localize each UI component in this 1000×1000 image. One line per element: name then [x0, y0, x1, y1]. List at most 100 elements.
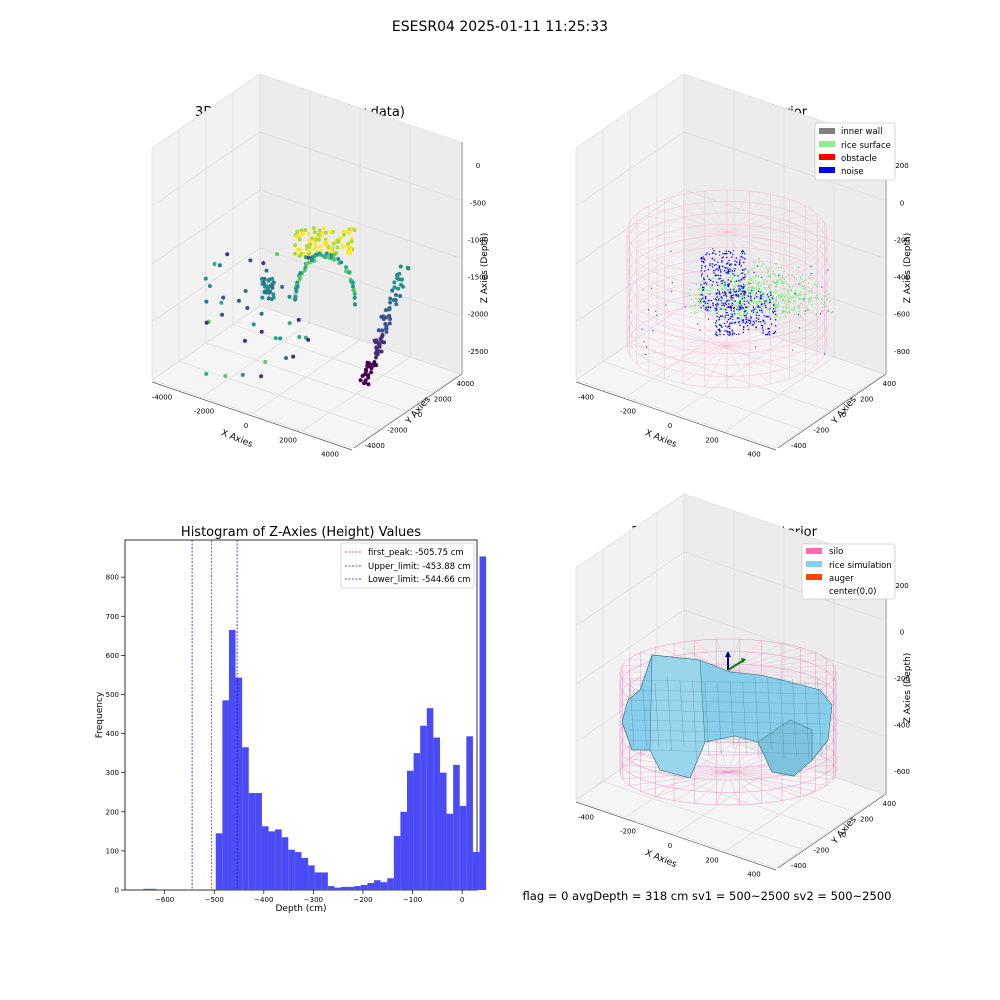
noise-point [736, 295, 738, 297]
noise-point [720, 325, 723, 327]
rice-surface-point [784, 293, 787, 295]
rice-surface-point [700, 292, 702, 294]
noise-point [726, 267, 728, 269]
data-point [328, 229, 333, 234]
rice-surface-point [725, 291, 727, 293]
floor-spoke [636, 327, 728, 347]
data-point [259, 374, 264, 379]
y-tick-label: 200 [860, 395, 873, 403]
noise-point [702, 304, 705, 307]
rice-surface-point [794, 301, 796, 303]
noise-point [778, 274, 780, 276]
rice-surface-point [730, 279, 733, 281]
rice-surface-point [807, 286, 809, 288]
noise-point [726, 321, 728, 323]
histogram-bar [308, 865, 315, 890]
data-point [270, 276, 275, 281]
noise-point [747, 295, 750, 297]
rice-surface-point [735, 292, 738, 294]
rice-surface-point [696, 311, 698, 313]
data-point [287, 321, 292, 326]
data-point [261, 261, 266, 266]
data-point [331, 241, 336, 246]
rice-surface-point [821, 298, 823, 300]
histogram-bar [420, 725, 427, 890]
rice-surface-point [719, 309, 721, 311]
roof-spoke [727, 652, 816, 673]
data-point [392, 280, 397, 285]
rice-surface-point [762, 300, 765, 302]
y-tick-label: 100 [106, 847, 119, 855]
z-tick-label: -600 [894, 311, 910, 319]
rice-surface-point [750, 279, 753, 282]
noise-point [733, 310, 735, 312]
noise-point [742, 321, 745, 323]
data-point [259, 329, 264, 334]
grid-line [151, 189, 261, 265]
x-axis-label: X Axies [643, 428, 678, 450]
rice-surface-point [728, 301, 730, 304]
y-tick-label: -200 [813, 847, 829, 855]
noise-point [792, 349, 794, 351]
rice-surface-point [767, 298, 769, 300]
rice-surface-point [768, 284, 770, 286]
rice-surface-point [745, 294, 748, 297]
z-tick-label: -1500 [468, 274, 488, 282]
noise-point [708, 300, 710, 302]
y-tick-label: -400 [791, 862, 807, 870]
floor-spoke [716, 771, 729, 805]
rice-surface-point [735, 304, 737, 307]
legend: silo rice simulation auger center(0,0) [801, 543, 896, 600]
rice-surface-point [701, 287, 703, 290]
rice-surface-point [755, 306, 758, 308]
roof-spoke [648, 231, 728, 259]
rice-surface-point [715, 289, 717, 291]
roof-spoke [727, 664, 834, 673]
noise-point [724, 266, 726, 269]
noise-point [729, 264, 731, 266]
noise-point [769, 292, 772, 294]
noise-point [665, 304, 667, 306]
noise-point [700, 270, 702, 272]
data-point [225, 252, 230, 257]
grid-line [629, 342, 831, 412]
rice-surface-point [791, 308, 793, 310]
noise-point [739, 308, 741, 310]
y-tick-label: 500 [106, 691, 119, 699]
x-axis-label: X Axies [219, 428, 254, 450]
noise-point [803, 298, 805, 300]
rice-surface-point [739, 317, 741, 319]
data-point [278, 336, 283, 341]
noise-point [765, 333, 767, 336]
noise-point [738, 333, 740, 335]
rice-surface-point [787, 291, 789, 293]
rice-surface-point [778, 305, 781, 307]
rice-surface-point [724, 307, 727, 309]
rice-surface-point [720, 288, 723, 290]
rice-surface-point [775, 263, 777, 265]
noise-point [729, 333, 731, 335]
rice-surface-point [709, 289, 712, 292]
data-point [280, 284, 285, 289]
rice-surface-point [793, 306, 796, 308]
rice-surface-point [767, 292, 770, 294]
rice-surface-point [733, 303, 735, 306]
data-point [367, 363, 372, 368]
rice-surface-point [768, 286, 770, 288]
noise-point [773, 307, 775, 310]
noise-point [739, 262, 741, 264]
tick-labels: -400 -200 0 200 400 -400 -200 0 200 400 200 0 -200 -4… [578, 582, 910, 878]
data-point [219, 300, 224, 305]
noise-point [774, 325, 777, 327]
noise-point [709, 264, 711, 267]
noise-point [734, 260, 736, 262]
histogram-bar [413, 753, 421, 890]
rice-surface-point [760, 285, 762, 287]
noise-point [730, 322, 732, 324]
noise-point [767, 333, 769, 335]
noise-point [719, 277, 721, 280]
rice-surface-point [700, 286, 702, 288]
panel-simulation: 3D simulation of Silo Interior X Axies Y… [575, 493, 913, 879]
noise-point [732, 319, 734, 321]
x-tick-label: −400 [254, 896, 273, 904]
